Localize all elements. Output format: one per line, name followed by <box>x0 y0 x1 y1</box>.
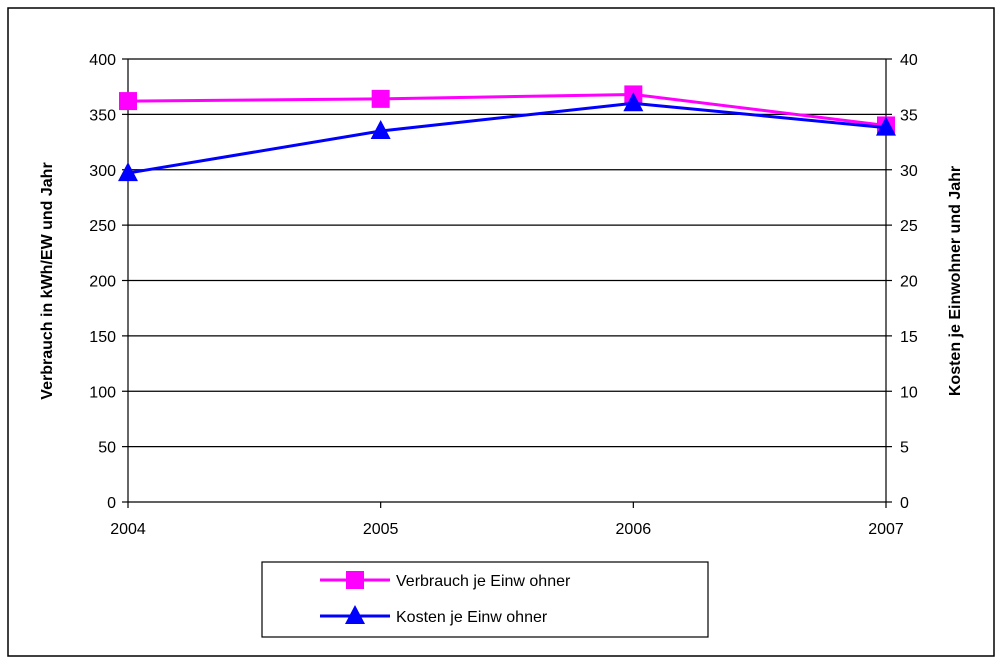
y-left-tick-label: 400 <box>89 52 116 69</box>
y-left-tick-label: 0 <box>107 495 116 512</box>
chart-frame <box>7 7 995 657</box>
x-tick-label: 2004 <box>110 521 146 538</box>
x-tick-label: 2007 <box>868 521 904 538</box>
legend-marker <box>346 571 364 589</box>
legend-label: Verbrauch je Einw ohner <box>396 573 571 590</box>
grid-lines <box>128 58 886 448</box>
legend-label: Kosten je Einw ohner <box>396 609 548 626</box>
y-left-tick-label: 300 <box>89 163 116 180</box>
y-right-tick-label: 10 <box>900 384 918 401</box>
data-point <box>370 119 391 139</box>
series-line <box>127 92 887 127</box>
y-right-tick-label: 5 <box>900 440 909 457</box>
x-tick-label: 2005 <box>363 521 399 538</box>
y-right-tick-label: 15 <box>900 329 918 346</box>
y-left-tick-label: 200 <box>89 274 116 291</box>
y-left-tick-label: 350 <box>89 107 116 124</box>
y-right-tick-label: 0 <box>900 495 909 512</box>
series <box>118 85 896 182</box>
legend-item: Kosten je Einw ohner <box>320 605 548 626</box>
y-left-tick-label: 250 <box>89 218 116 235</box>
y-left-tick-label: 50 <box>98 440 116 457</box>
y-axis-right-title: Kosten je Einwohner und Jahr <box>947 166 964 396</box>
data-point <box>876 116 896 136</box>
tick-labels: 0 0 50 5 100 10 150 15 200 20 250 25 300 30 350 35 400 40… <box>89 52 918 538</box>
series-2 <box>118 92 896 182</box>
x-tick-label: 2006 <box>616 521 652 538</box>
y-right-tick-label: 25 <box>900 218 918 235</box>
y-right-tick-label: 30 <box>900 163 918 180</box>
legend-box <box>261 561 709 638</box>
legend-item: Verbrauch je Einw ohner <box>320 571 571 590</box>
data-point <box>371 89 390 108</box>
series-line <box>127 101 887 175</box>
data-point <box>623 92 644 112</box>
data-point <box>118 162 138 182</box>
y-left-tick-label: 150 <box>89 329 116 346</box>
legend-marker <box>345 605 365 624</box>
y-right-tick-label: 20 <box>900 274 918 291</box>
y-axis-left-title: Verbrauch in kWh/EW und Jahr <box>39 162 56 399</box>
y-right-tick-label: 35 <box>900 107 918 124</box>
legend: Verbrauch je Einw ohner Kosten je Einw oh… <box>261 561 709 638</box>
y-right-tick-label: 40 <box>900 52 918 69</box>
y-left-tick-label: 100 <box>89 384 116 401</box>
data-point <box>119 92 137 111</box>
